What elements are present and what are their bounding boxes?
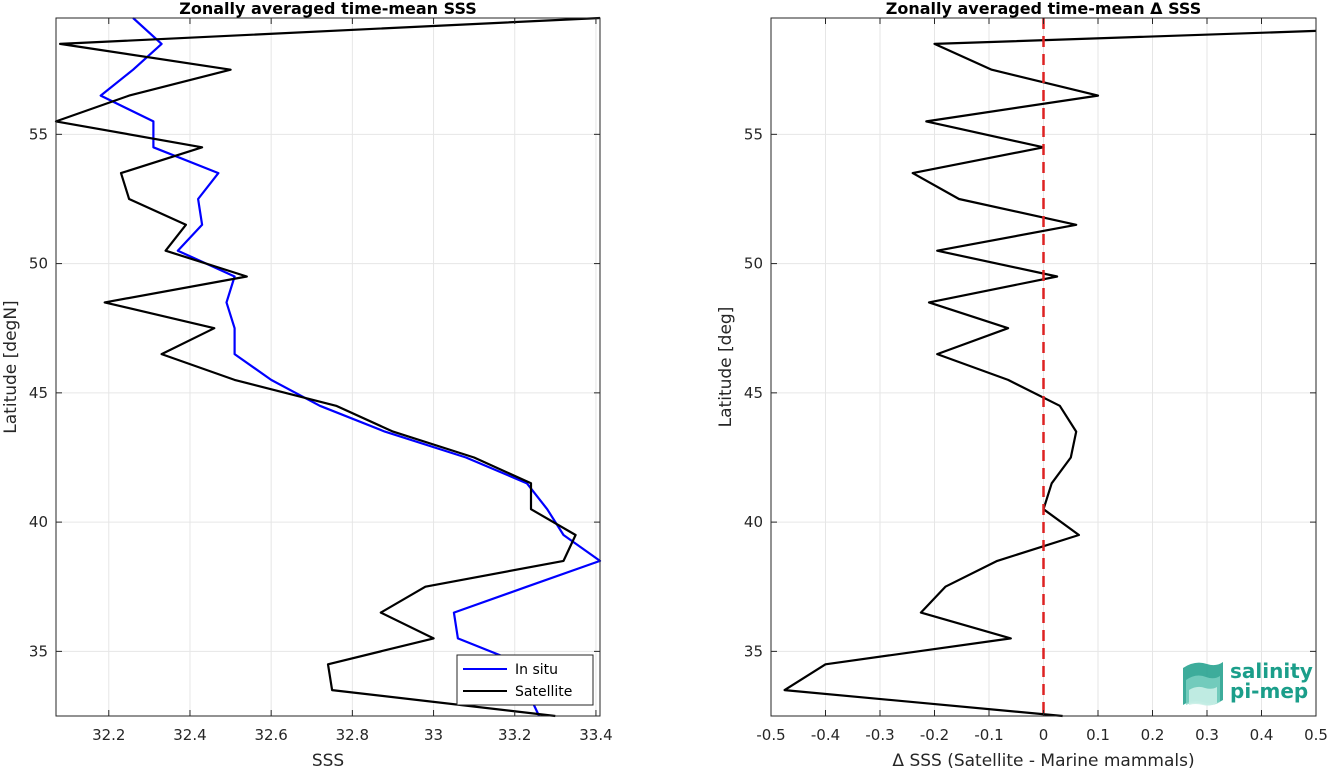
legend-label-satellite: Satellite [515, 684, 572, 700]
x-tick-label: -0.4 [811, 726, 840, 744]
x-tick-label: 0.4 [1250, 726, 1274, 744]
x-tick-label: 33.2 [498, 726, 531, 744]
legend-box [456, 654, 594, 706]
left-chart-panel: 32.2 32.4 32.6 32.8 33 33.2 33.4 35 40 45 50 55 Zo… [1, 0, 613, 769]
left-series-lines [54, 16, 602, 718]
x-tick-label: 0.3 [1195, 726, 1219, 744]
x-tick-label: -0.2 [920, 726, 949, 744]
right-x-axis-label: Δ SSS (Satellite - Marine mammals) [892, 751, 1194, 769]
x-tick-label: 33 [424, 726, 443, 744]
right-y-axis-label: Latitude [deg] [716, 307, 736, 428]
left-grid [56, 18, 600, 716]
y-tick-label: 40 [29, 513, 48, 531]
left-y-ticks: 35 40 45 50 55 [29, 125, 600, 660]
x-tick-label: 32.8 [336, 726, 369, 744]
series-line-satellite [54, 16, 601, 718]
logo-text-line1: salinity [1230, 659, 1313, 683]
x-tick-label: -0.3 [865, 726, 894, 744]
y-tick-label: 40 [744, 513, 763, 531]
y-tick-label: 55 [744, 125, 763, 143]
y-tick-label: 55 [29, 125, 48, 143]
x-tick-label: 0 [1039, 726, 1049, 744]
x-tick-label: -0.5 [756, 726, 785, 744]
legend-label-in-situ: In situ [515, 662, 558, 678]
right-x-ticks: -0.5 -0.4 -0.3 -0.2 -0.1 0 0.1 0.2 0.3 0.4 0.5 [756, 18, 1328, 744]
y-tick-label: 50 [29, 255, 48, 273]
salinity-pi-mep-logo: salinity pi-mep [1183, 659, 1313, 706]
right-series-lines [783, 29, 1317, 718]
series-line-in-situ [99, 17, 602, 717]
x-tick-label: 32.2 [92, 726, 125, 744]
series-line-0 [783, 29, 1317, 718]
y-tick-label: 45 [744, 384, 763, 402]
left-chart-title: Zonally averaged time-mean SSS [179, 0, 477, 18]
x-tick-label: 0.5 [1304, 726, 1328, 744]
x-tick-label: 33.4 [579, 726, 612, 744]
y-tick-label: 45 [29, 384, 48, 402]
left-plot-frame [55, 17, 601, 717]
x-tick-label: 0.2 [1141, 726, 1165, 744]
x-tick-label: 0.1 [1086, 726, 1110, 744]
x-tick-label: 32.6 [254, 726, 287, 744]
left-x-ticks: 32.2 32.4 32.6 32.8 33 33.2 33.4 [92, 18, 613, 744]
right-chart-title: Zonally averaged time-mean Δ SSS [886, 0, 1202, 18]
logo-wave-icon [1183, 662, 1223, 706]
y-tick-label: 50 [744, 255, 763, 273]
logo-text-line2: pi-mep [1230, 679, 1308, 703]
x-tick-label: -0.1 [974, 726, 1003, 744]
left-x-axis-label: SSS [312, 751, 344, 769]
right-y-ticks: 35 40 45 50 55 [744, 125, 1316, 660]
left-legend: In situ Satellite [456, 654, 594, 706]
x-tick-label: 32.4 [173, 726, 206, 744]
y-tick-label: 35 [744, 642, 763, 660]
right-chart-panel: -0.5 -0.4 -0.3 -0.2 -0.1 0 0.1 0.2 0.3 0.4 0.5 35 4… [716, 0, 1328, 769]
y-tick-label: 35 [29, 642, 48, 660]
left-y-axis-label: Latitude [degN] [1, 300, 21, 433]
